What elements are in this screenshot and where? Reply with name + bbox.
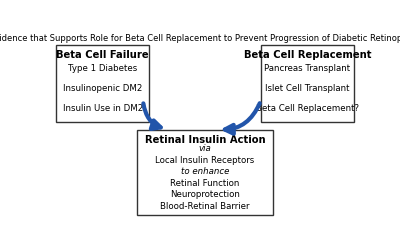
Text: Insulinopenic DM2: Insulinopenic DM2	[63, 84, 142, 93]
Text: Blood-Retinal Barrier: Blood-Retinal Barrier	[160, 201, 250, 210]
Text: Beta Cell Replacement: Beta Cell Replacement	[244, 50, 371, 60]
Text: Evidence that Supports Role for Beta Cell Replacement to Prevent Progression of : Evidence that Supports Role for Beta Cel…	[0, 34, 400, 43]
Text: Retinal Function: Retinal Function	[170, 178, 240, 187]
Text: to enhance: to enhance	[181, 166, 229, 175]
Text: Islet Cell Transplant: Islet Cell Transplant	[265, 84, 350, 93]
Text: Neuroprotection: Neuroprotection	[170, 190, 240, 198]
Text: Local Insulin Receptors: Local Insulin Receptors	[155, 155, 255, 164]
Text: Retinal Insulin Action: Retinal Insulin Action	[145, 135, 265, 145]
Text: via: via	[199, 144, 211, 153]
Text: Type 1 Diabetes: Type 1 Diabetes	[68, 64, 137, 72]
Bar	[261, 46, 354, 122]
Bar	[137, 130, 273, 215]
Text: Insulin Use in DM2: Insulin Use in DM2	[62, 104, 143, 113]
Text: Beta Cell Replacement?: Beta Cell Replacement?	[256, 104, 359, 113]
Bar	[56, 46, 149, 122]
Text: Beta Cell Failure: Beta Cell Failure	[56, 50, 149, 60]
Text: Pancreas Transplant: Pancreas Transplant	[264, 64, 350, 72]
